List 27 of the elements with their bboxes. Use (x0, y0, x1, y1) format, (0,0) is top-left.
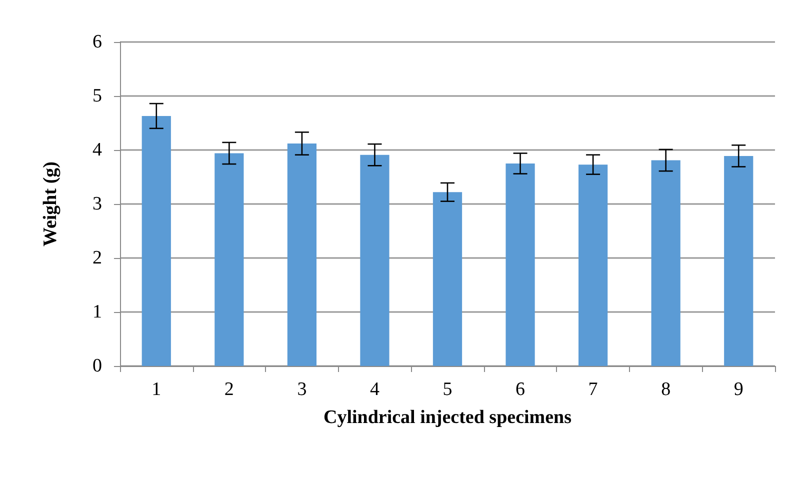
x-tick-label: 3 (297, 379, 307, 400)
x-tick-label: 4 (370, 379, 380, 400)
bar (578, 164, 608, 366)
y-axis-title: Weight (g) (40, 162, 61, 246)
bar (651, 160, 680, 366)
x-tick-label: 8 (661, 379, 671, 400)
bar (724, 156, 754, 366)
y-tick-label: 4 (92, 140, 102, 160)
x-tick-label: 6 (516, 379, 526, 400)
x-tick-label: 9 (734, 379, 744, 400)
y-tick-label: 3 (92, 194, 102, 214)
bar (214, 153, 244, 366)
x-tick-label: 7 (588, 379, 598, 400)
y-tick-label: 6 (92, 32, 102, 52)
bar (360, 154, 390, 366)
bar (432, 192, 462, 366)
y-tick-label: 2 (92, 248, 102, 268)
y-tick-label: 5 (92, 86, 102, 106)
y-tick-label: 1 (92, 302, 102, 322)
x-tick-label: 1 (152, 379, 162, 400)
bar (287, 144, 316, 366)
y-tick-label: 0 (92, 356, 102, 376)
x-axis-title: Cylindrical injected specimens (323, 407, 572, 428)
x-tick-label: 5 (442, 379, 452, 400)
bar (506, 164, 535, 366)
x-tick-label: 2 (224, 379, 234, 400)
bar (142, 116, 171, 366)
